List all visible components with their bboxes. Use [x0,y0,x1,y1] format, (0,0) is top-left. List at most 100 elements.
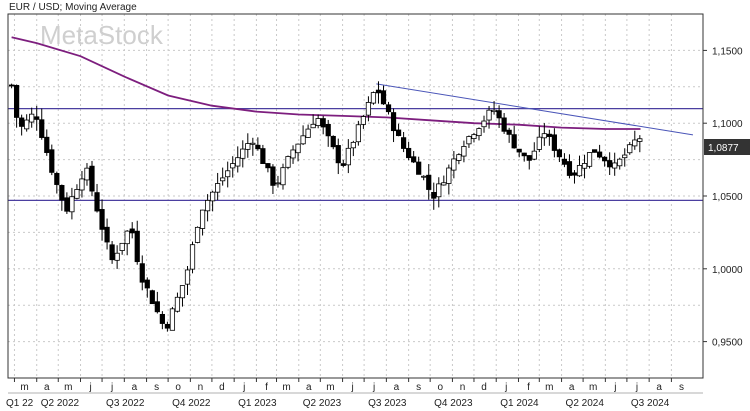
candle-body [591,149,598,153]
candle-body [466,136,472,145]
candle [541,123,547,146]
candle [566,154,573,179]
candle [561,153,568,168]
candle-body [119,242,125,251]
candle-body [526,155,532,161]
candle [270,164,276,195]
candle-body [602,156,608,162]
watermark: MetaStock [40,20,164,50]
y-tick-label: 1,1500 [712,46,743,57]
y-axis: 1,1500 1,1000 1,0500 1,0000 0,9500 [703,46,743,349]
candle-body [325,123,331,137]
candle-body [541,133,547,139]
quarter-label: Q1 22 [6,398,34,409]
candle-body [576,165,583,177]
candle-body [486,109,492,121]
last-price-label: 1,0877 [708,143,739,154]
quarter-label: Q2 2022 [41,398,80,409]
candle-body [395,129,402,137]
candle-body [441,182,447,186]
candle [486,106,492,129]
candle [586,152,593,169]
candle-body [250,142,256,145]
candle-body [84,167,90,181]
moving-average-line [11,36,641,130]
candle-body [521,152,527,157]
month-label: m [326,382,334,393]
candle [456,153,462,165]
quarter-label: Q3 2023 [368,398,407,409]
candle [531,142,537,161]
candle [491,101,497,115]
candle [179,285,186,307]
candle [416,156,422,175]
moving-average [11,36,641,130]
candle-body [385,104,392,113]
candle [546,129,552,146]
month-label: j [372,382,375,393]
candle [99,199,105,241]
candle [119,242,125,255]
y-tick-label: 1,0000 [712,265,743,276]
candle-body [230,163,236,169]
month-label: m [589,382,597,393]
candle [59,184,65,211]
candle-body [421,175,427,178]
month-label: a [394,382,400,393]
candle-body [586,152,593,167]
candle-body [199,209,206,229]
candle-body [536,136,542,150]
candle-body [345,147,351,166]
candle-body [501,117,507,132]
candle [451,151,457,179]
candle-body [305,128,311,138]
candle [235,146,241,173]
candle [225,161,231,188]
candle [506,127,512,143]
trendline [376,83,694,136]
candle-body [456,154,462,161]
quarter-label: Q1 2024 [500,398,539,409]
candle [265,163,271,173]
candle [360,115,366,129]
month-label: s [679,382,684,393]
candle-body [531,150,537,160]
candle-body [330,135,336,148]
candle [275,175,281,188]
candle-body [416,161,422,175]
candle [310,114,316,129]
candle-body [546,133,552,137]
candle [315,114,321,129]
candle-body [235,157,241,167]
candle [446,164,452,195]
month-label: m [545,382,553,393]
candle [129,222,135,239]
candle [380,85,387,105]
candle [481,115,487,133]
last-price-tag: 1,0877 [704,139,750,155]
y-tick-label: 0,9500 [712,338,743,349]
candle [54,171,60,194]
month-label: m [64,382,72,393]
candle-body [149,290,155,305]
candle [576,155,583,177]
candle [19,114,25,136]
candle-body [215,183,221,193]
candle [431,182,437,210]
candle-body [270,166,276,186]
candle-body [114,252,120,261]
candle-body [461,146,467,157]
candle-body [129,228,135,234]
candle [204,194,211,222]
candle-body [94,192,100,212]
candle [551,128,557,158]
candle [466,135,472,148]
candle-body [481,120,487,128]
grid [8,14,703,378]
candle-body [154,301,160,313]
candle [295,143,301,162]
candle [29,107,35,128]
candle [169,306,176,331]
candle [290,145,296,164]
